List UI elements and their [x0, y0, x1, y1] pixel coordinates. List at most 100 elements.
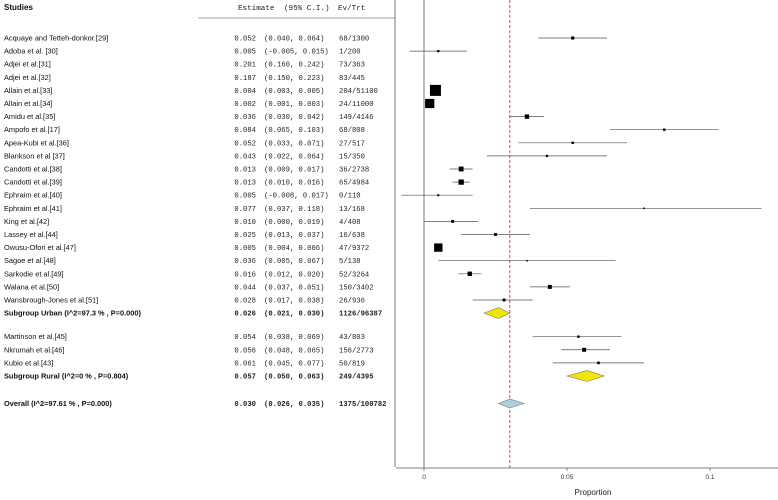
row-estimate: 0.052: [234, 140, 256, 148]
x-tick-label: 0: [422, 474, 426, 481]
row-ci: (-0.008, 0.017): [264, 193, 329, 201]
row-ev-trt: 47/9372: [339, 245, 369, 253]
point-estimate-square: [437, 194, 440, 197]
row-ci: (0.012, 0.020): [264, 271, 324, 279]
row-ev-trt: 149/4146: [339, 114, 374, 122]
row-ci: (0.065, 0.103): [264, 127, 324, 135]
row-estimate: 0.005: [234, 245, 256, 253]
row-label: Candotti et al.[39]: [4, 178, 62, 187]
study-row: King et al.[42] 0.010 (0.000, 0.019) 4/408: [4, 217, 479, 227]
row-estimate: 0.052: [234, 36, 256, 44]
study-row: Lassey et al.[44] 0.025 (0.013, 0.037) 16/6…: [4, 230, 530, 240]
row-ci: (0.021, 0.030): [264, 311, 324, 319]
study-row: Candotti et al.[38] 0.013 (0.009, 0.017) 36…: [4, 165, 473, 175]
row-estimate: 0.013: [234, 167, 256, 175]
row-label: Overall (I^2=97.61 % , P=0.000): [4, 399, 112, 408]
row-label: Nkrumah et al.[46]: [4, 345, 64, 354]
row-label: Allain et al.[33]: [4, 86, 52, 95]
row-ci: (0.017, 0.038): [264, 298, 324, 306]
study-row: Sarkodie et al.[49] 0.016 (0.012, 0.020) 52…: [4, 269, 482, 279]
row-estimate: 0.036: [234, 258, 256, 266]
row-estimate: 0.026: [234, 311, 256, 319]
row-ci: (0.009, 0.017): [264, 167, 324, 175]
x-tick-label: 0.05: [561, 474, 574, 481]
point-estimate-square: [437, 50, 440, 53]
row-ev-trt: 0/110: [339, 193, 361, 201]
row-label: Apea-Kubi et al.[36]: [4, 138, 69, 147]
row-estimate: 0.005: [234, 49, 256, 57]
row-ci: (0.013, 0.037): [264, 232, 324, 240]
row-label: Martinson et al.[45]: [4, 332, 67, 341]
row-label: Subgroup Rural (I^2=0 % , P=0.804): [4, 371, 129, 380]
row-label: Ephraim et al.[41]: [4, 204, 62, 213]
row-estimate: 0.002: [234, 101, 256, 109]
x-tick-label: 0.1: [705, 474, 714, 481]
point-estimate-square: [467, 271, 472, 276]
row-estimate: 0.187: [234, 75, 256, 83]
row-ev-trt: 249/4395: [339, 373, 374, 381]
overall-row: Overall (I^2=97.61 % , P=0.000) 0.030 (0.0…: [4, 398, 526, 409]
row-label: Adjei et al.[32]: [4, 73, 51, 82]
point-estimate-square: [429, 84, 441, 96]
row-ci: (0.003, 0.005): [264, 88, 324, 96]
row-ci: (0.026, 0.035): [264, 401, 324, 409]
subgroup-diamond: [483, 307, 511, 319]
point-estimate-square: [458, 166, 464, 172]
row-label: Ampofo et al.[17]: [4, 125, 60, 134]
x-axis: 00.050.10.150.2: [396, 467, 778, 481]
row-label: Adoba et al. [30]: [4, 47, 58, 56]
row-label: Adjei et al.[31]: [4, 60, 51, 69]
row-estimate: 0.043: [234, 153, 256, 161]
row-ev-trt: 16/638: [339, 232, 365, 240]
point-estimate-square: [502, 298, 506, 302]
row-label: Ephraim et al.[40]: [4, 191, 62, 200]
row-estimate: 0.057: [234, 373, 256, 381]
point-estimate-square: [434, 243, 443, 252]
row-ci: (0.000, 0.019): [264, 219, 324, 227]
row-ev-trt: 27/517: [339, 140, 365, 148]
rows-group: Acquaye and Tetteh-donkor.[29] 0.052 (0.04…: [4, 34, 762, 409]
row-estimate: 0.054: [234, 334, 256, 342]
row-label: Kubio et al.[43]: [4, 358, 53, 367]
study-row: Wansbrough-Jones et al.[51] 0.028 (0.017, …: [4, 296, 533, 306]
row-estimate: 0.004: [234, 88, 256, 96]
study-row: Allain et al.[33] 0.004 (0.003, 0.005) 204/…: [4, 84, 441, 96]
study-row: Ephraim et al.[41] 0.077 (0.037, 0.118) 13/…: [4, 204, 762, 214]
row-ev-trt: 52/3264: [339, 271, 369, 279]
x-axis-label: Proportion: [575, 488, 612, 497]
row-ci: (0.033, 0.071): [264, 140, 324, 148]
row-ev-trt: 204/51100: [339, 88, 378, 96]
point-estimate-square: [425, 98, 435, 109]
point-estimate-square: [458, 179, 464, 185]
header-ci: (95% C.I.): [284, 5, 330, 13]
row-ci: (0.004, 0.006): [264, 245, 324, 253]
row-ci: (0.048, 0.065): [264, 347, 324, 355]
row-ci: (0.045, 0.077): [264, 360, 324, 368]
row-label: Sagoe et al.[48]: [4, 256, 56, 265]
study-row: Blankson et al [37] 0.043 (0.022, 0.064) 15…: [4, 151, 608, 161]
row-ev-trt: 36/2738: [339, 167, 369, 175]
study-row: Candotti et al.[39] 0.013 (0.010, 0.016) 65…: [4, 178, 470, 188]
study-row: Owusu-Ofori et al.[47] 0.005 (0.004, 0.006…: [4, 243, 443, 253]
point-estimate-square: [643, 207, 645, 210]
row-ci: (0.001, 0.003): [264, 101, 324, 109]
study-row: Adjei et al.[32] 0.187 (0.150, 0.223) 83/44…: [4, 73, 365, 83]
point-estimate-square: [582, 347, 587, 352]
point-estimate-square: [547, 284, 552, 289]
study-row: Acquaye and Tetteh-donkor.[29] 0.052 (0.04…: [4, 34, 608, 44]
row-estimate: 0.028: [234, 298, 256, 306]
row-ci: (0.037, 0.118): [264, 206, 324, 214]
header-ev-trt: Ev/Trt: [338, 5, 365, 13]
row-ev-trt: 83/445: [339, 75, 365, 83]
row-ev-trt: 1375/100782: [339, 401, 386, 409]
point-estimate-square: [494, 233, 497, 236]
study-row: Adjei et al.[31] 0.201 (0.160, 0.242) 73/36…: [4, 60, 365, 70]
row-ci: (-0.005, 0.015): [264, 49, 329, 57]
study-row: Martinson et al.[45] 0.054 (0.038, 0.069) 4…: [4, 332, 622, 342]
row-ci: (0.040, 0.064): [264, 36, 324, 44]
row-ev-trt: 24/11000: [339, 101, 374, 109]
row-label: Sarkodie et al.[49]: [4, 269, 64, 278]
point-estimate-square: [545, 154, 549, 157]
study-row: Ampofo et al.[17] 0.084 (0.065, 0.103) 68/8…: [4, 125, 719, 135]
